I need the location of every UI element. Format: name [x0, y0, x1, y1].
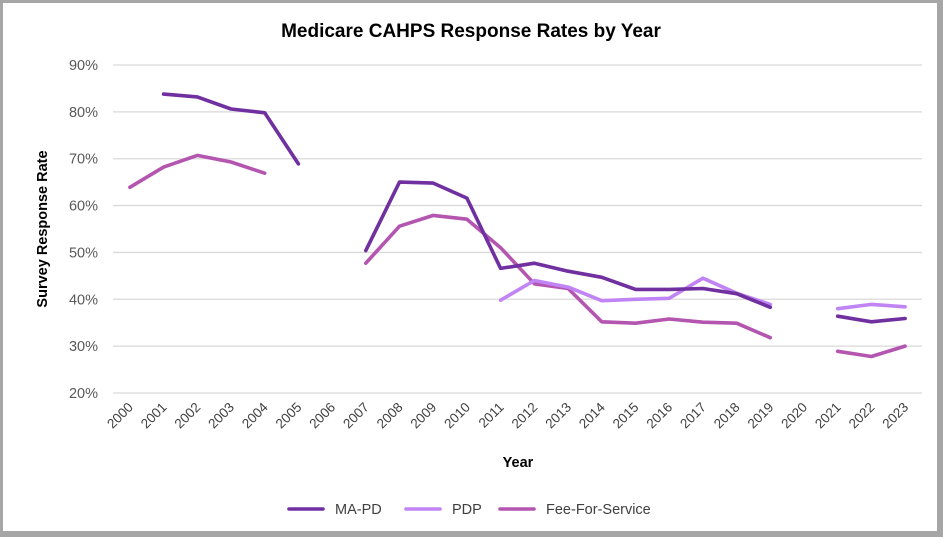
- series-line-segment: [128, 153, 267, 190]
- x-tick-label: 2007: [340, 400, 372, 432]
- series-line-segment: [835, 302, 907, 311]
- legend: MA-PD PDP Fee-For-Service: [287, 502, 651, 518]
- x-tick-label: 2002: [172, 400, 204, 432]
- legend-item: Fee-For-Service: [498, 502, 651, 518]
- x-tick-label: 2022: [846, 400, 878, 432]
- x-tick-label: 2017: [677, 400, 709, 432]
- y-tick-label: 20%: [69, 386, 98, 402]
- x-tick-label: 2018: [711, 400, 743, 432]
- legend-label: MA-PD: [335, 502, 382, 518]
- legend-label: PDP: [452, 502, 482, 518]
- series-line-segment: [835, 344, 907, 359]
- y-tick-label: 80%: [69, 105, 98, 121]
- chart-title: Medicare CAHPS Response Rates by Year: [281, 21, 661, 42]
- legend-item: MA-PD: [287, 502, 382, 518]
- y-tick-label: 30%: [69, 339, 98, 355]
- x-tick-label: 2006: [306, 400, 338, 432]
- x-tick-label: 2004: [239, 399, 271, 431]
- x-axis-label: Year: [503, 455, 534, 471]
- legend-item: PDP: [404, 502, 482, 518]
- x-tick-label: 2009: [407, 400, 439, 432]
- x-tick-label: 2021: [812, 400, 844, 432]
- x-tick-label: 2016: [643, 400, 675, 432]
- y-tick-label: 40%: [69, 292, 98, 308]
- y-axis-label: Survey Response Rate: [35, 150, 51, 307]
- x-axis-ticks: 2000 2001 2002 2003 2004 2005 2006 2007 2008 2009…: [104, 399, 911, 431]
- y-tick-label: 50%: [69, 245, 98, 261]
- x-tick-label: 2011: [476, 400, 507, 431]
- legend-label: Fee-For-Service: [546, 502, 651, 518]
- series-lines: [128, 92, 907, 359]
- x-tick-label: 2010: [441, 400, 473, 432]
- x-tick-label: 2012: [509, 400, 541, 432]
- x-tick-label: 2014: [576, 399, 608, 431]
- x-tick-label: 2003: [205, 400, 237, 432]
- x-tick-label: 2019: [745, 400, 777, 432]
- series-ma-pd: [161, 92, 907, 324]
- y-axis-ticks: 20% 30% 40% 50% 60% 70% 80% 90%: [69, 58, 98, 402]
- y-tick-label: 90%: [69, 58, 98, 74]
- series-line-segment: [161, 92, 301, 166]
- x-tick-label: 2023: [879, 400, 911, 432]
- series-pdp: [498, 276, 907, 311]
- series-line-segment: [835, 314, 907, 324]
- x-tick-label: 2008: [374, 400, 406, 432]
- x-tick-label: 2020: [778, 400, 810, 432]
- y-tick-label: 70%: [69, 152, 98, 168]
- series-line-segment: [363, 213, 773, 340]
- y-tick-label: 60%: [69, 199, 98, 215]
- x-tick-label: 2005: [273, 400, 305, 432]
- x-tick-label: 2013: [542, 400, 574, 432]
- x-tick-label: 2001: [138, 400, 170, 432]
- x-tick-label: 2015: [610, 400, 642, 432]
- series-fee-for-service: [128, 153, 907, 359]
- gridlines: [113, 64, 922, 394]
- x-tick-label: 2000: [104, 400, 136, 432]
